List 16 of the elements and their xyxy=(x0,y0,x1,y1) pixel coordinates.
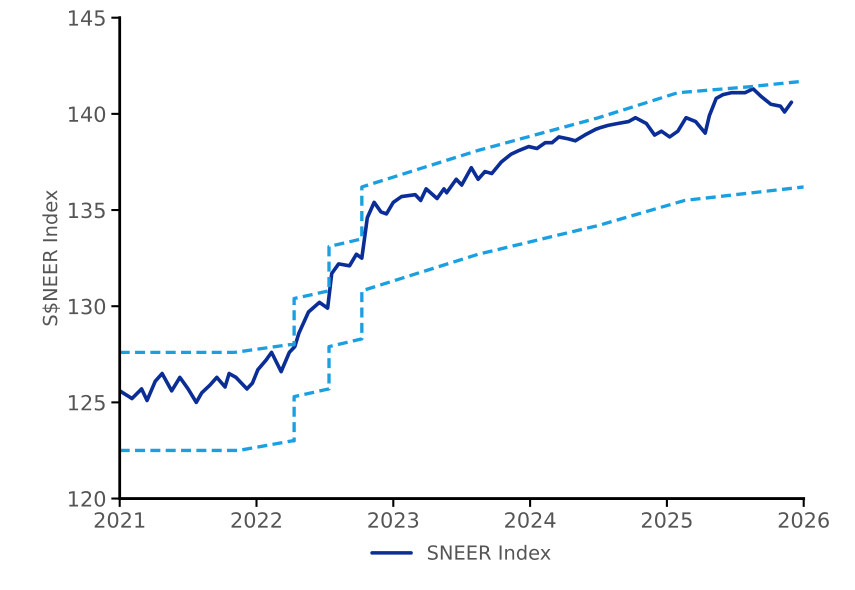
y-tick-label: 125 xyxy=(69,394,105,411)
y-tick-label: 145 xyxy=(69,10,105,26)
y-tick-label: 120 xyxy=(69,491,106,507)
y-tick-label: 135 xyxy=(69,202,105,218)
x-tick-label: 2021 xyxy=(94,512,144,528)
y-axis-title: S$NEER Index xyxy=(42,190,60,326)
y-tick-label: 140 xyxy=(69,106,106,122)
x-tick-label: 2026 xyxy=(778,512,829,528)
legend-label: SNEER Index xyxy=(428,544,551,560)
x-tick-label: 2022 xyxy=(232,512,281,528)
line-series xyxy=(120,87,794,404)
x-tick-label: 2024 xyxy=(505,512,556,528)
y-tick-label: 130 xyxy=(69,298,106,314)
x-tick-label: 2023 xyxy=(368,512,418,528)
x-tick-label: 2025 xyxy=(642,512,692,528)
line-series xyxy=(120,185,804,452)
